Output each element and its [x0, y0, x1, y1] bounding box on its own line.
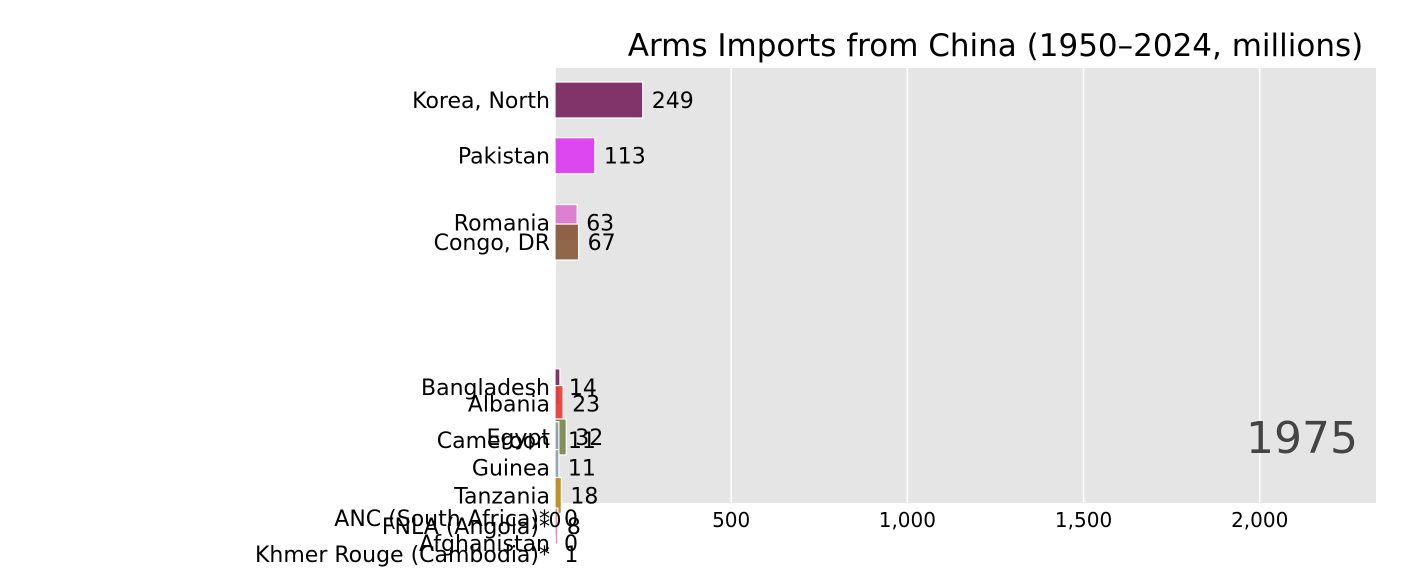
category-label: Congo, DR	[434, 231, 550, 256]
category-label: Tanzania	[453, 484, 550, 509]
category-label: Cameroon	[437, 429, 550, 454]
bars	[554, 81, 644, 573]
bar	[554, 81, 644, 119]
category-label: Guinea	[472, 457, 550, 482]
value-label: 8	[567, 515, 581, 540]
year-label: 1975	[1246, 413, 1358, 464]
value-label: 11	[568, 457, 596, 482]
category-label: Korea, North	[412, 89, 550, 114]
value-label: 32	[575, 426, 603, 451]
value-label: 0	[564, 532, 578, 557]
category-label: Romania	[454, 212, 550, 237]
category-label: ANC (South Africa)*	[334, 507, 550, 532]
category-label: Afghanistan	[419, 532, 550, 557]
x-tick-label: 2,000	[1231, 508, 1288, 532]
chart-title: Arms Imports from China (1950–2024, mill…	[628, 28, 1364, 64]
value-label: 0	[564, 507, 578, 532]
value-label: 249	[652, 89, 694, 114]
bar	[554, 507, 559, 545]
value-label: 18	[570, 484, 598, 509]
category-label: Albania	[468, 393, 550, 418]
category-label: Egypt	[487, 426, 551, 451]
value-label: 113	[604, 145, 646, 170]
value-label: 11	[568, 429, 596, 454]
x-axis-ticks: 0 500 1,000 1,500 2,000	[549, 508, 1289, 532]
value-label: 23	[572, 393, 600, 418]
value-label: 14	[569, 376, 597, 401]
bar	[554, 137, 596, 175]
x-tick-label: 1,000	[879, 508, 936, 532]
x-tick-label: 0	[549, 508, 562, 532]
category-label: FNLA (Angola)*	[382, 515, 550, 540]
category-label: Bangladesh	[421, 376, 550, 401]
value-label: 67	[588, 231, 616, 256]
category-label: Pakistan	[458, 145, 550, 170]
plot-background	[555, 68, 1376, 503]
bar	[554, 384, 564, 423]
x-tick-label: 500	[712, 508, 750, 532]
value-label: 1	[564, 543, 578, 568]
category-label: Khmer Rouge (Cambodia)*	[255, 543, 550, 568]
value-label: 63	[586, 212, 614, 237]
bar	[554, 223, 580, 261]
x-tick-label: 1,500	[1055, 508, 1112, 532]
